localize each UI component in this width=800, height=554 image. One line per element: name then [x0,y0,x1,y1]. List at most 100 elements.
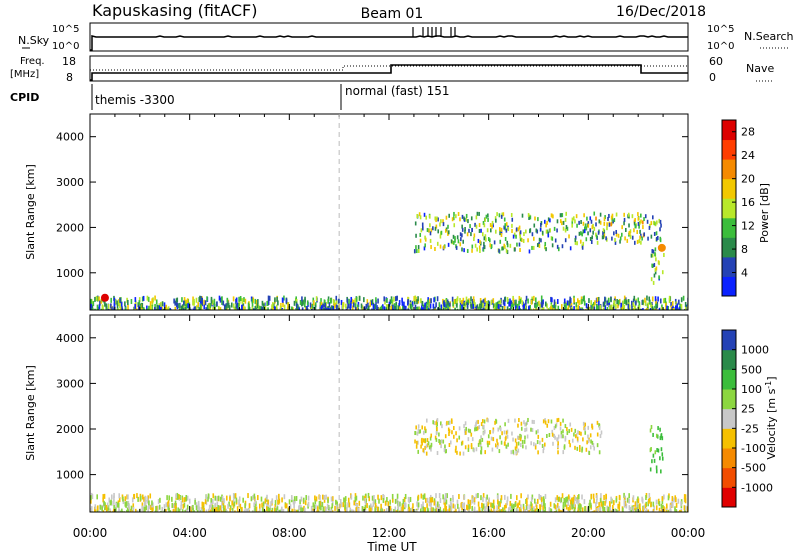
scatter-cell [581,307,584,310]
scatter-cell [580,308,582,310]
scatter-cell [661,456,664,461]
x-tick-label: 12:00 [372,526,407,540]
scatter-cell [397,305,400,310]
scatter-cell [614,308,616,310]
scatter-cell [557,309,560,310]
scatter-cell [640,510,643,512]
scatter-cell [525,497,528,503]
scatter-cell [553,433,555,438]
scatter-cell [567,494,570,500]
scatter-cell [357,511,359,512]
scatter-cell [628,493,630,499]
scatter-cell [139,495,142,501]
scatter-cell [194,499,196,505]
scatter-cell [269,505,271,511]
scatter-cell [169,510,172,512]
scatter-cell [574,238,577,243]
scatter-cell [512,504,515,510]
scatter-cell [559,509,561,512]
scatter-cell [317,309,320,310]
scatter-cell [384,299,386,305]
scatter-cell [655,469,658,474]
scatter-cell [434,296,436,302]
scatter-cell [429,507,432,512]
scatter-cell [517,511,520,512]
scatter-cell [474,222,476,227]
scatter-cell [424,445,426,450]
scatter-cell [638,301,641,307]
scatter-cell [374,304,377,310]
scatter-cell [425,444,428,449]
scatter-cell [578,231,581,236]
scatter-cell [582,421,585,426]
scatter-cell [483,223,486,228]
scatter-cell [325,494,327,500]
scatter-cell [538,493,540,499]
scatter-cell [175,493,177,499]
scatter-cell [197,503,200,509]
scatter-cell [107,507,109,512]
scatter-cell [126,511,129,512]
scatter-cell [424,438,427,443]
scatter-cell [442,219,444,224]
scatter-cell [543,245,546,250]
scatter-cell [646,295,648,301]
scatter-cell [680,510,682,512]
scatter-cell [338,503,341,509]
scatter-cell [393,309,395,310]
scatter-cell [323,308,325,310]
scatter-cell [370,503,372,509]
scatter-cell [136,510,139,512]
scatter-cell [603,233,606,238]
scatter-cell [660,309,662,310]
freq-tick-low: 8 [66,71,73,84]
scatter-cell [522,238,525,243]
scatter-cell [163,302,166,308]
scatter-cell [286,307,289,310]
scatter-cell [95,309,98,310]
scatter-cell [179,308,181,310]
scatter-cell [465,430,467,435]
scatter-cell [347,497,350,503]
scatter-cell [267,506,270,512]
scatter-cell [508,301,510,307]
scatter-cell [446,493,448,499]
scatter-cell [425,451,428,456]
scatter-cell [518,507,521,512]
scatter-cell [416,213,419,218]
scatter-cell [482,247,485,252]
scatter-cell [534,443,537,448]
scatter-cell [319,500,322,506]
scatter-cell [437,501,439,507]
scatter-cell [535,504,538,510]
scatter-cell [473,511,476,512]
scatter-cell [413,296,415,302]
nsky-tick-high: 10^5 [52,24,79,35]
scatter-cell [438,439,440,444]
scatter-cell [670,301,672,307]
power-y-axis-label: Slant Range [km] [24,164,37,260]
scatter-cell [442,307,445,310]
scatter-cell [494,443,497,448]
scatter-cell [368,496,371,502]
velocity-colorbar-swatch [722,389,736,410]
scatter-cell [627,308,630,310]
scatter-cell [543,509,545,512]
scatter-cell [458,494,460,500]
scatter-cell [390,508,393,512]
scatter-cell [649,467,652,472]
scatter-cell [319,301,322,307]
scatter-cell [524,422,526,427]
scatter-cell [637,297,640,303]
scatter-cell [455,508,457,512]
scatter-cell [140,309,142,310]
scatter-cell [656,448,658,453]
scatter-cell [553,226,556,231]
scatter-cell [637,216,640,221]
scatter-cell [225,508,228,512]
scatter-cell [411,301,414,307]
scatter-cell [684,309,687,310]
scatter-cell [357,301,360,307]
scatter-cell [385,304,388,310]
scatter-cell [419,238,422,243]
